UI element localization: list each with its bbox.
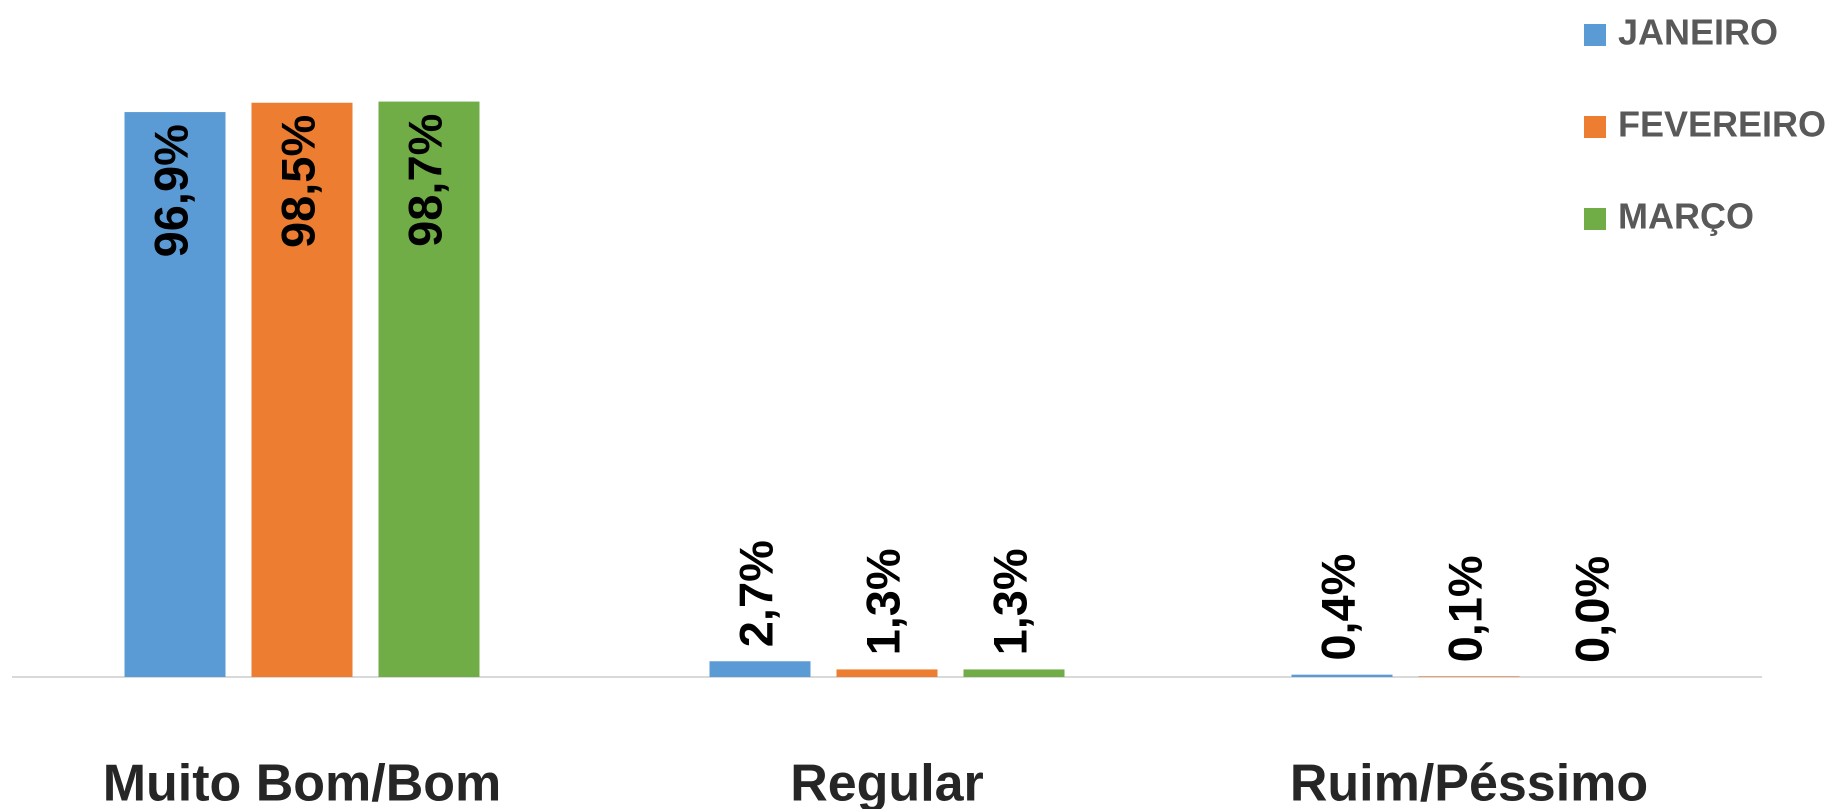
- legend-label: JANEIRO: [1618, 12, 1778, 53]
- x-tick-label: Ruim/Péssimo: [1290, 755, 1648, 809]
- value-label: 1,3%: [983, 548, 1036, 655]
- bar: [124, 112, 226, 677]
- value-label: 2,7%: [729, 540, 782, 647]
- value-label: 0,4%: [1311, 554, 1364, 661]
- x-tick-label: Regular: [790, 755, 984, 809]
- x-tick-label: Muito Bom/Bom: [103, 755, 502, 809]
- value-label: 96,9%: [144, 124, 197, 257]
- legend-swatch: [1584, 208, 1606, 230]
- value-label: 98,5%: [271, 115, 324, 248]
- legend-label: MARÇO: [1618, 196, 1754, 237]
- legend-label: FEVEREIRO: [1618, 104, 1826, 145]
- bar: [378, 101, 480, 678]
- value-label: 1,3%: [856, 548, 909, 655]
- value-label: 0,1%: [1438, 555, 1491, 662]
- value-label: 0,0%: [1565, 556, 1618, 663]
- bar: [709, 661, 811, 677]
- bar: [836, 669, 938, 677]
- legend-swatch: [1584, 116, 1606, 138]
- legend-swatch: [1584, 24, 1606, 46]
- bar: [251, 102, 353, 678]
- bar: [963, 669, 1065, 677]
- bar: [1418, 676, 1520, 677]
- value-label: 98,7%: [398, 114, 451, 247]
- bar: [1291, 674, 1393, 677]
